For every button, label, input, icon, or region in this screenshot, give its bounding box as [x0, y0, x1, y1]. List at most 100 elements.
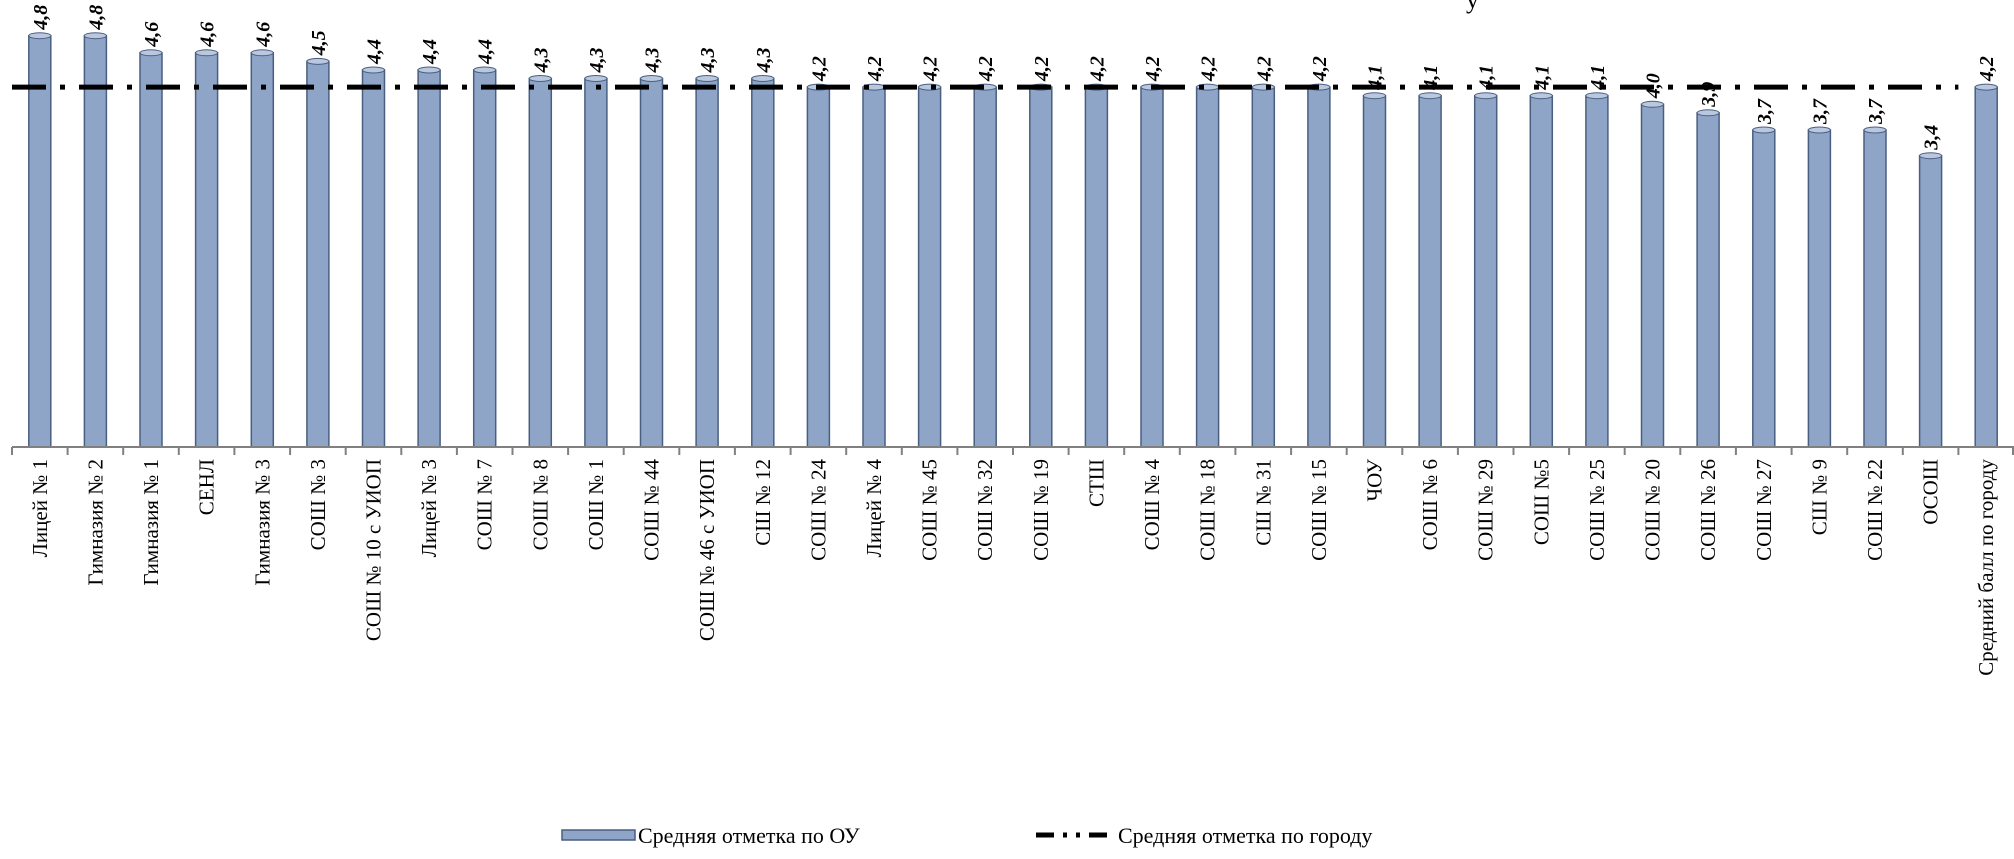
bar — [1696, 112, 1720, 448]
bar — [1863, 129, 1887, 448]
category-label: Лицей № 1 — [28, 459, 52, 557]
data-label: 4,2 — [808, 56, 830, 82]
bar-cap — [584, 75, 608, 82]
data-label: 4,6 — [252, 22, 274, 48]
bar-cap — [139, 49, 163, 57]
category-label: СОШ № 24 — [806, 459, 830, 561]
category-label: СШ № 31 — [1251, 459, 1275, 546]
bar — [1473, 94, 1498, 448]
category-label: СОШ № 25 — [1585, 459, 1609, 561]
category-label: СОШ № 15 — [1307, 459, 1331, 561]
bar — [361, 69, 386, 448]
bar — [973, 86, 997, 448]
legend: Средняя отметка по ОУ Средняя отметка по… — [561, 823, 1372, 848]
data-label: 3,4 — [1921, 125, 1943, 151]
bar-cap — [1585, 92, 1609, 100]
bar — [1807, 129, 1832, 448]
bar-cap — [1529, 92, 1553, 100]
data-labels: 4,8 4,8 4,6 4,6 4,6 4,5 4,4 4,4 4,4 4,3 4,3 4,3 4,3 4… — [30, 5, 1998, 151]
data-label: 4,1 — [1365, 65, 1387, 91]
corner-text: у — [1466, 0, 1479, 14]
bar-cap — [28, 32, 52, 40]
data-label: 4,2 — [1031, 56, 1053, 82]
data-label: 4,2 — [1142, 56, 1164, 82]
category-label: СОШ № 7 — [473, 459, 497, 550]
category-label: Гимназия № 3 — [250, 459, 274, 586]
bar — [862, 86, 886, 448]
data-label: 4,4 — [419, 39, 441, 65]
data-label: 3,7 — [1754, 98, 1776, 125]
category-label: СОШ № 45 — [918, 459, 942, 561]
category-label: СОШ № 19 — [1029, 459, 1053, 561]
data-label: 4,3 — [586, 48, 608, 74]
data-label: 4,4 — [364, 39, 386, 65]
bar-cap — [195, 49, 219, 57]
bar — [1307, 86, 1331, 448]
bar — [194, 52, 219, 448]
category-label: СОШ № 6 — [1418, 459, 1442, 550]
legend-label-line: Средняя отметка по городу — [1118, 823, 1372, 848]
data-label: 4,2 — [1086, 56, 1108, 82]
category-label: СОШ № 8 — [528, 459, 552, 550]
bar-cap — [1863, 126, 1887, 134]
data-label: 4,1 — [1587, 65, 1609, 91]
category-label: СШ № 12 — [751, 459, 775, 546]
bar-cap — [640, 75, 663, 82]
bar — [528, 77, 553, 448]
data-label: 4,1 — [1476, 65, 1498, 91]
category-label: СОШ № 10 с УИОП — [362, 459, 386, 641]
category-label: СОШ № 20 — [1641, 459, 1665, 561]
bar — [250, 52, 275, 448]
category-label: СОШ № 32 — [973, 459, 997, 561]
category-label: СТШ — [1084, 459, 1108, 507]
data-label: 4,3 — [753, 48, 775, 74]
data-label: 4,2 — [1976, 56, 1998, 82]
bar — [1918, 154, 1943, 448]
bar — [695, 77, 719, 448]
category-label: СОШ № 29 — [1474, 459, 1498, 561]
bar — [1640, 103, 1665, 448]
bar — [417, 69, 441, 448]
bar-cap — [1418, 92, 1442, 100]
category-label: СОШ № 46 с УИОП — [695, 459, 719, 641]
category-label: СШ № 9 — [1807, 459, 1831, 535]
bar — [1752, 129, 1776, 448]
bar — [1251, 86, 1276, 448]
data-label: 4,4 — [475, 39, 497, 65]
bar-cap — [83, 32, 107, 40]
category-label: СОШ № 4 — [1140, 459, 1164, 551]
category-label: Лицей № 3 — [417, 459, 441, 557]
bar-cap — [1919, 152, 1943, 160]
bar — [28, 34, 52, 448]
bar — [1029, 86, 1053, 448]
bar-cap — [1696, 109, 1720, 117]
data-label: 3,7 — [1809, 98, 1831, 125]
data-label: 3,9 — [1698, 82, 1720, 108]
data-label: 4,8 — [30, 5, 52, 31]
data-label: 4,1 — [1531, 65, 1553, 91]
category-label: СОШ № 27 — [1752, 459, 1776, 561]
data-label: 3,7 — [1865, 98, 1887, 125]
data-label: 4,3 — [642, 48, 664, 74]
bar-cap — [751, 75, 775, 82]
data-label: 4,3 — [697, 48, 719, 74]
bar-cap — [918, 83, 942, 91]
bar — [139, 52, 163, 448]
bar — [806, 86, 831, 448]
x-ticks — [11, 447, 2014, 455]
category-label: Средний балл по городу — [1974, 459, 1998, 676]
data-label: 4,0 — [1643, 73, 1665, 99]
data-label: 4,2 — [1198, 56, 1220, 82]
category-labels: Лицей № 1 Гимназия № 2 Гимназия № 1 СЕНЛ Гим… — [28, 459, 1998, 676]
bar — [917, 86, 942, 448]
bar-cap — [1363, 92, 1386, 100]
bar — [1084, 86, 1109, 448]
category-label: СОШ № 26 — [1696, 459, 1720, 561]
bar-cap — [528, 75, 552, 82]
category-label: Лицей № 4 — [862, 459, 886, 558]
category-label: Гимназия № 2 — [83, 459, 107, 586]
data-label: 4,2 — [1309, 56, 1331, 82]
category-label: СОШ № 18 — [1196, 459, 1220, 561]
bar — [584, 77, 608, 448]
